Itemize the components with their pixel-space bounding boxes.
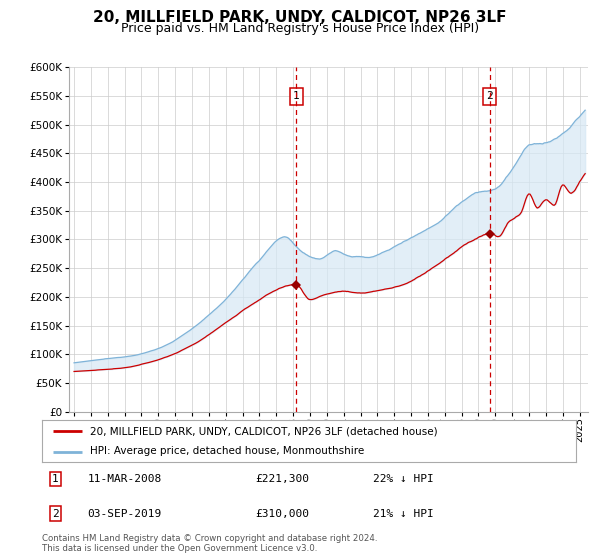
Text: 2: 2 xyxy=(487,91,493,101)
Text: 1: 1 xyxy=(52,474,59,484)
Text: Price paid vs. HM Land Registry's House Price Index (HPI): Price paid vs. HM Land Registry's House … xyxy=(121,22,479,35)
Text: 21% ↓ HPI: 21% ↓ HPI xyxy=(373,508,434,519)
Text: Contains HM Land Registry data © Crown copyright and database right 2024.: Contains HM Land Registry data © Crown c… xyxy=(42,534,377,543)
Text: 1: 1 xyxy=(293,91,299,101)
Text: 2: 2 xyxy=(52,508,59,519)
Text: This data is licensed under the Open Government Licence v3.0.: This data is licensed under the Open Gov… xyxy=(42,544,317,553)
Text: 11-MAR-2008: 11-MAR-2008 xyxy=(88,474,161,484)
Text: £310,000: £310,000 xyxy=(256,508,310,519)
Text: 20, MILLFIELD PARK, UNDY, CALDICOT, NP26 3LF: 20, MILLFIELD PARK, UNDY, CALDICOT, NP26… xyxy=(93,10,507,25)
Text: HPI: Average price, detached house, Monmouthshire: HPI: Average price, detached house, Monm… xyxy=(90,446,364,456)
Text: 03-SEP-2019: 03-SEP-2019 xyxy=(88,508,161,519)
Text: 22% ↓ HPI: 22% ↓ HPI xyxy=(373,474,434,484)
Text: £221,300: £221,300 xyxy=(256,474,310,484)
Text: 20, MILLFIELD PARK, UNDY, CALDICOT, NP26 3LF (detached house): 20, MILLFIELD PARK, UNDY, CALDICOT, NP26… xyxy=(90,426,437,436)
